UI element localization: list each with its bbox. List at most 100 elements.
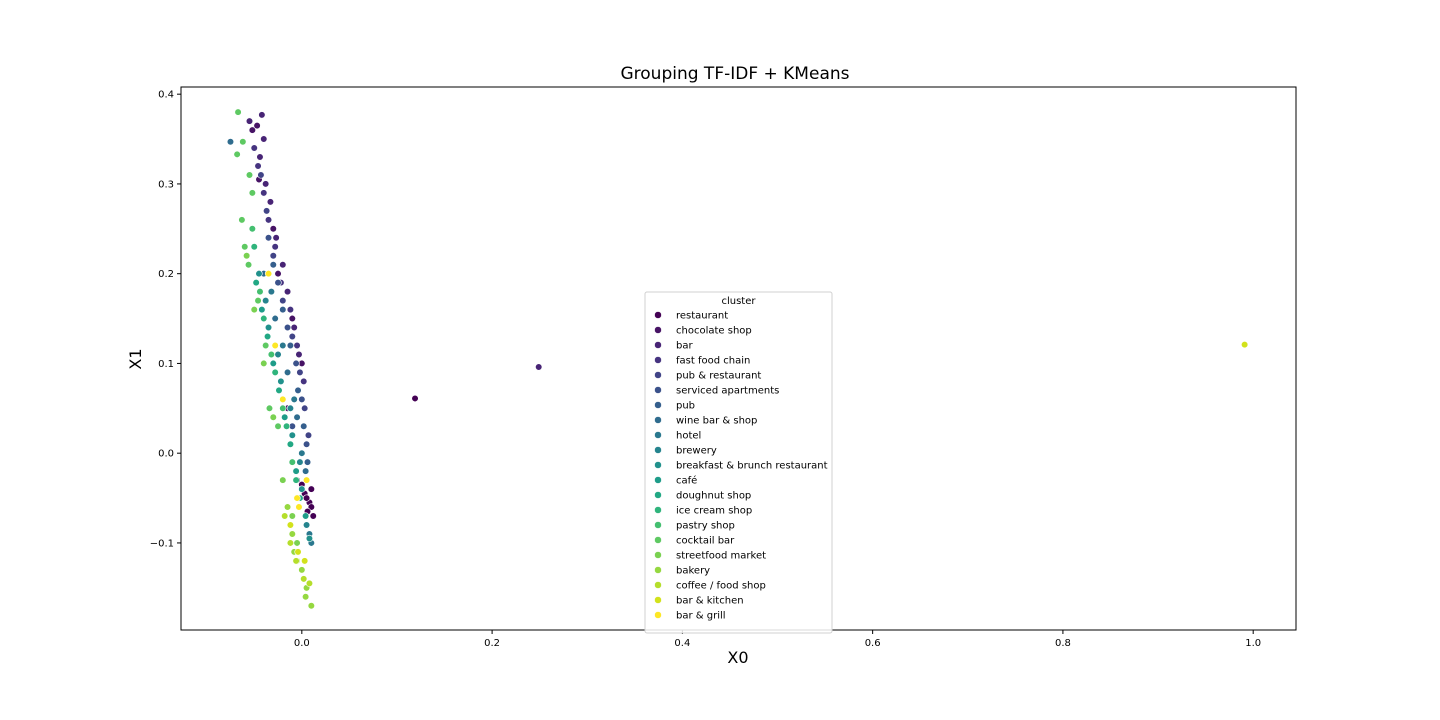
- scatter-point: [262, 297, 270, 305]
- scatter-point: [271, 341, 279, 350]
- scatter-point: [252, 279, 260, 287]
- scatter-point: [296, 458, 304, 466]
- scatter-point: [264, 270, 273, 278]
- scatter-point: [256, 153, 264, 161]
- scatter-point: [292, 359, 300, 368]
- scatter-point: [296, 368, 304, 377]
- y-tick-label: −0.1: [150, 538, 174, 549]
- scatter-point: [290, 395, 298, 403]
- scatter-point: [274, 350, 282, 359]
- scatter-point: [286, 440, 295, 448]
- scatter-point: [300, 422, 308, 430]
- scatter-point: [290, 323, 298, 332]
- scatter-point: [295, 350, 303, 359]
- scatter-point: [283, 368, 292, 377]
- x-axis-title: X0: [727, 648, 748, 667]
- legend-label: brewery: [676, 446, 717, 457]
- scatter-point: [226, 138, 235, 146]
- scatter-point: [307, 485, 315, 493]
- scatter-point: [292, 476, 300, 484]
- scatter-point: [298, 485, 306, 493]
- scatter-point: [293, 413, 301, 421]
- scatter-point: [266, 198, 275, 206]
- scatter-point: [305, 579, 314, 587]
- scatter-point: [288, 458, 296, 466]
- scatter-point: [258, 305, 266, 314]
- legend-label: pastry shop: [676, 521, 735, 532]
- legend-marker: [654, 596, 662, 604]
- scatter-point: [239, 138, 247, 146]
- legend-label: bakery: [676, 566, 710, 577]
- legend-label: doughnut shop: [676, 491, 751, 502]
- scatter-point: [307, 602, 315, 610]
- legend-label: bar: [676, 341, 693, 352]
- scatter-point: [265, 404, 274, 412]
- scatter-point: [269, 261, 277, 269]
- scatter-point: [269, 359, 277, 368]
- scatter-point: [283, 503, 292, 511]
- scatter-point: [302, 476, 311, 484]
- scatter-point: [275, 386, 283, 394]
- legend-box: [644, 291, 833, 634]
- scatter-point: [286, 305, 295, 314]
- legend-marker: [654, 416, 662, 424]
- scatter-point: [300, 377, 308, 385]
- scatter-point: [254, 162, 262, 170]
- scatter-point: [302, 440, 311, 448]
- scatter-point: [295, 503, 303, 511]
- scatter-point: [286, 341, 295, 350]
- legend-label: hotel: [676, 431, 701, 442]
- scatter-point: [264, 323, 273, 332]
- scatter-point: [309, 512, 317, 520]
- legend-label: pub & restaurant: [676, 371, 761, 382]
- scatter-point: [274, 279, 282, 287]
- legend-marker: [654, 506, 662, 514]
- scatter-point: [277, 377, 285, 385]
- legend: cluster restaurant chocolate shop bar fast …: [644, 291, 833, 634]
- legend-marker: [654, 491, 662, 499]
- scatter-point: [286, 404, 295, 412]
- legend-marker: [654, 386, 662, 394]
- scatter-point: [300, 575, 308, 583]
- scatter-point: [267, 288, 275, 296]
- scatter-point: [253, 121, 261, 130]
- legend-label: restaurant: [676, 311, 728, 322]
- scatter-point: [1241, 340, 1249, 349]
- legend-label: bar & kitchen: [676, 596, 744, 607]
- y-tick-label: 0.0: [158, 449, 174, 460]
- scatter-point: [302, 593, 310, 601]
- legend-marker: [654, 326, 662, 334]
- scatter-point: [250, 243, 258, 251]
- scatter-point: [248, 189, 256, 197]
- scatter-point: [258, 111, 266, 119]
- legend-marker: [654, 371, 662, 379]
- scatter-point: [288, 512, 296, 520]
- scatter-point: [264, 216, 273, 224]
- legend-marker: [654, 446, 662, 454]
- legend-marker: [654, 536, 662, 544]
- x-tick-label: 0.0: [294, 638, 310, 649]
- scatter-point: [293, 539, 301, 547]
- scatter-point: [260, 189, 268, 197]
- legend-label: serviced apartments: [676, 386, 779, 397]
- scatter-point: [298, 566, 306, 574]
- scatter-point: [244, 261, 253, 269]
- scatter-point: [241, 243, 249, 251]
- legend-label: fast food chain: [676, 356, 750, 367]
- legend-marker: [654, 566, 662, 574]
- scatter-point: [245, 171, 254, 179]
- legend-marker: [654, 311, 662, 319]
- scatter-point: [279, 395, 287, 403]
- scatter-point: [303, 458, 312, 466]
- scatter-point: [262, 341, 270, 350]
- legend-items: restaurant chocolate shop bar fast food cha…: [654, 311, 828, 622]
- y-tick-label: 0.3: [158, 179, 174, 190]
- scatter-point: [274, 270, 282, 278]
- scatter-point: [283, 422, 291, 430]
- chart-title: Grouping TF-IDF + KMeans: [620, 64, 849, 84]
- scatter-point: [293, 341, 301, 350]
- scatter-point: [535, 363, 543, 371]
- scatter-point: [256, 288, 264, 296]
- scatter-point: [269, 413, 277, 421]
